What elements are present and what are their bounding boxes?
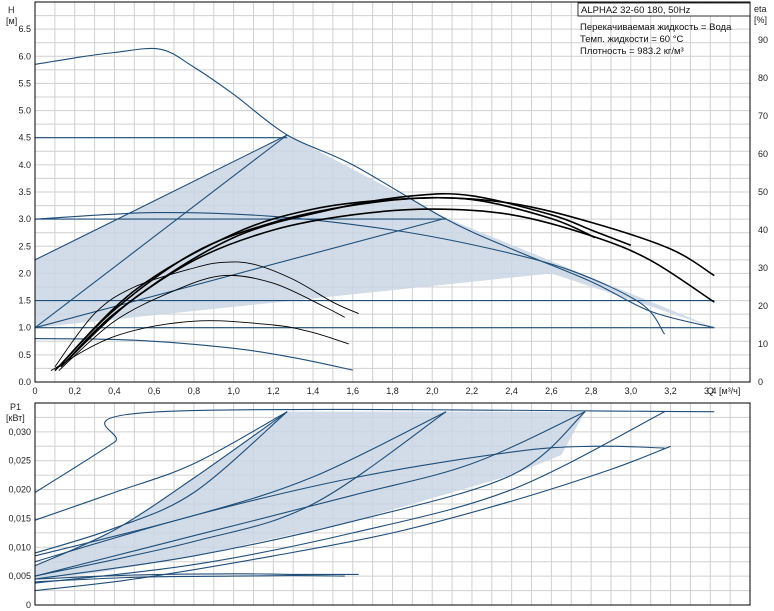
x-tick-label: 1,0: [227, 386, 240, 396]
chart-title: ALPHA2 32-60 180, 50Hz: [581, 5, 691, 16]
x-tick-label: 0,8: [188, 386, 201, 396]
power-curve: [34, 408, 715, 493]
head-curve: [34, 47, 715, 329]
x-tick-label: 3,0: [625, 386, 638, 396]
head-tick-label: 5.0: [18, 106, 31, 116]
head-tick-label: 2.5: [18, 241, 31, 251]
flow-axis-unit: [м³/ч]: [719, 386, 740, 396]
head-tick-label: 2.0: [18, 268, 31, 278]
eta-curve: [54, 196, 596, 372]
head-plot-frame: [34, 1, 751, 383]
x-tick-label: 1,8: [386, 386, 399, 396]
head-tick-label: 5.5: [18, 78, 31, 88]
power-axis-label: P1: [10, 402, 21, 412]
eta-tick-label: 40: [758, 225, 768, 235]
head-tick-label: 1.5: [18, 296, 31, 306]
head-tick-label: 4.5: [18, 133, 31, 143]
eta-tick-label: 60: [758, 149, 768, 159]
power-tick-label: 0,025: [8, 456, 31, 466]
x-tick-label: 1,2: [267, 386, 280, 396]
power-curve: [34, 411, 586, 577]
x-tick-label: 2,2: [466, 386, 479, 396]
head-tick-label: 3.0: [18, 214, 31, 224]
eta-tick-label: 20: [758, 301, 768, 311]
x-tick-label: 0,4: [108, 386, 121, 396]
head-axis-unit: [м]: [6, 16, 17, 26]
x-tick-label: 0: [32, 386, 37, 396]
power-tick-label: 0: [26, 600, 31, 610]
head-curve: [34, 338, 353, 371]
power-curve: [34, 445, 671, 592]
head-tick-label: 4.0: [18, 160, 31, 170]
head-tick-label: 0.0: [18, 377, 31, 387]
x-tick-label: 2,0: [426, 386, 439, 396]
eta-tick-label: 90: [758, 35, 768, 45]
head-tick-label: 6.0: [18, 51, 31, 61]
head-curve: [34, 217, 447, 329]
eta-curve: [54, 261, 359, 368]
eta-tick-label: 0: [758, 377, 763, 387]
power-curve: [34, 411, 586, 580]
power-curve: [34, 411, 665, 584]
eta-axis-unit: [%]: [754, 15, 767, 25]
eta-curve: [58, 274, 346, 371]
power-tick-label: 0,020: [8, 485, 31, 495]
head-axis-label: H: [8, 5, 15, 15]
fluid-annotation: Перекачиваемая жидкость = Вода: [580, 22, 732, 33]
head-tick-label: 3.5: [18, 187, 31, 197]
power-curve: [34, 411, 447, 577]
head-tick-label: 0.5: [18, 350, 31, 360]
x-tick-label: 3,2: [664, 386, 677, 396]
x-tick-label: 2,6: [545, 386, 558, 396]
power-operating-area: [35, 411, 586, 580]
power-axis-unit: [кВт]: [6, 413, 25, 423]
eta-tick-label: 80: [758, 73, 768, 83]
x-tick-label: 1,4: [307, 386, 320, 396]
eta-tick-label: 10: [758, 339, 768, 349]
density-annotation: Плотность = 983.2 кг/м³: [580, 46, 684, 57]
head-curve: [34, 134, 288, 261]
head-operating-area: [35, 135, 715, 328]
x-tick-label: 1,6: [347, 386, 360, 396]
head-curve: [34, 134, 288, 329]
power-tick-label: 0,015: [8, 513, 31, 523]
eta-tick-label: 70: [758, 111, 768, 121]
head-tick-label: 1.0: [18, 323, 31, 333]
temperature-annotation: Темп. жидкости = 60 °C: [580, 34, 683, 45]
eta-curve: [60, 192, 632, 368]
title-box: [577, 2, 751, 17]
power-shaded-area: [35, 411, 586, 580]
power-tick-labels: 0 0,005 0,010 0,015 0,020 0,025 0,030: [8, 427, 31, 610]
x-tick-label: 0,2: [68, 386, 81, 396]
eta-tick-label: 50: [758, 187, 768, 197]
head-tick-label: 6.5: [18, 24, 31, 34]
power-curve: [34, 445, 665, 563]
power-plot-frame: [34, 402, 751, 606]
power-curves: [34, 408, 715, 592]
power-tick-label: 0,010: [8, 542, 31, 552]
head-tick-labels: 0 0,2 0,4 0,6 0,8 1,0 1,2 1,4 1,6 1,8 2,0 2,2 2,4 2,6…: [18, 24, 768, 396]
eta-curve: [50, 320, 349, 371]
x-tick-label: 2,8: [585, 386, 598, 396]
eta-curve: [58, 196, 715, 368]
head-and-eta-curves: [34, 47, 715, 372]
power-curve: [34, 411, 288, 521]
x-tick-label: 0,6: [148, 386, 161, 396]
flow-axis-label: Q: [707, 386, 714, 396]
eta-axis-label: eta: [754, 4, 767, 14]
power-tick-label: 0,005: [8, 571, 31, 581]
head-shaded-area: [35, 135, 715, 328]
x-tick-label: 3,4: [704, 386, 717, 396]
power-curve: [34, 575, 345, 583]
x-tick-label: 2,4: [505, 386, 518, 396]
power-curve: [34, 573, 359, 580]
eta-tick-label: 30: [758, 263, 768, 273]
power-curve: [34, 411, 447, 557]
power-tick-label: 0,030: [8, 427, 31, 437]
power-curve: [34, 411, 288, 554]
head-curve: [34, 211, 666, 335]
